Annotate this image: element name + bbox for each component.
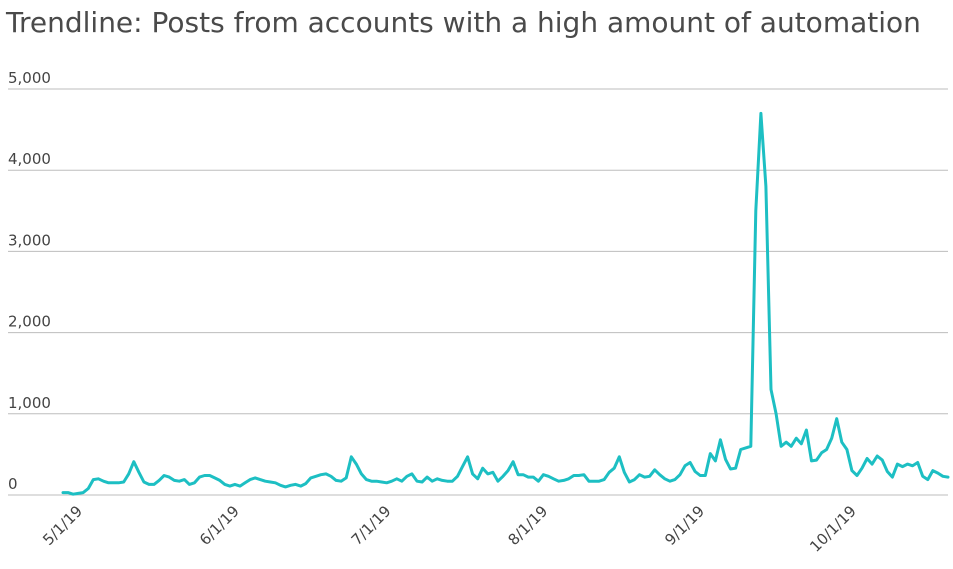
- y-tick-label: 4,000: [8, 150, 51, 168]
- y-tick-label: 2,000: [8, 313, 51, 331]
- y-tick-label: 5,000: [8, 69, 51, 87]
- line: [61, 111, 950, 496]
- y-tick-label: 1,000: [8, 394, 51, 412]
- y-tick-label: 3,000: [8, 231, 51, 249]
- x-tick-label: 10/1/19: [806, 502, 860, 556]
- x-tick-label: 7/1/19: [348, 502, 395, 549]
- x-tick-label: 6/1/19: [196, 502, 243, 549]
- y-tick-label: 0: [8, 475, 18, 493]
- x-tick-label: 5/1/19: [39, 502, 86, 549]
- chart-title: Trendline: Posts from accounts with a hi…: [5, 6, 921, 39]
- x-tick-label: 8/1/19: [504, 502, 551, 549]
- x-tick-label: 9/1/19: [661, 502, 708, 549]
